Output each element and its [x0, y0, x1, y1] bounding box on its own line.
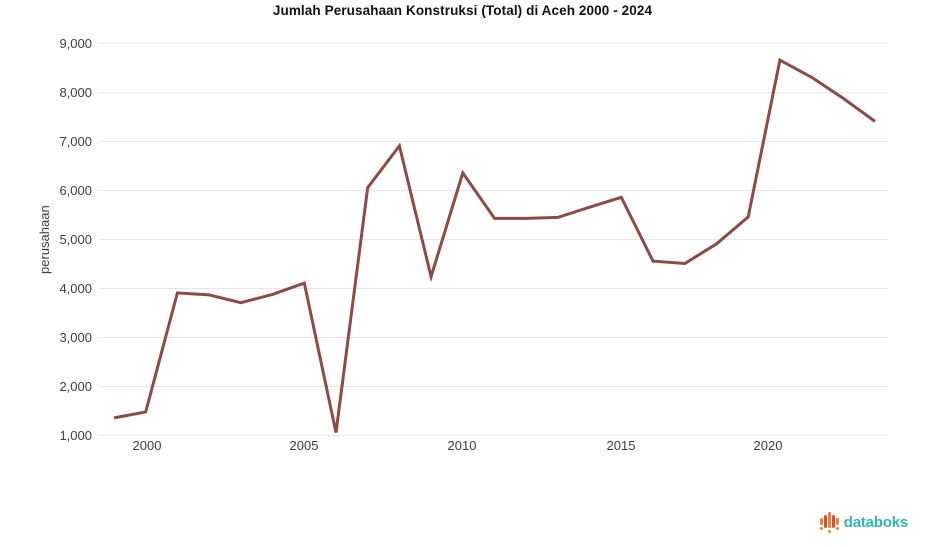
- y-tick-label-9000: 9,000: [59, 36, 92, 51]
- y-tick-label-8000: 8,000: [59, 85, 92, 100]
- brand-dot-2: [827, 530, 831, 533]
- y-tick-label-2000: 2,000: [59, 379, 92, 394]
- brand-bar-0: [819, 518, 823, 525]
- brand-bar-2: [827, 512, 831, 528]
- chart-title: Jumlah Perusahaan Konstruksi (Total) di …: [272, 3, 653, 18]
- brand-bar-3: [831, 515, 835, 528]
- y-tick-label-5000: 5,000: [59, 232, 92, 247]
- brand-dot-4: [835, 527, 839, 530]
- x-tick-label-2020: 2020: [754, 438, 783, 453]
- x-tick-label-2000: 2000: [133, 438, 162, 453]
- y-tick-label-1000: 1,000: [59, 428, 92, 443]
- x-tick-label-2015: 2015: [607, 438, 636, 453]
- y-tick-label-7000: 7,000: [59, 134, 92, 149]
- y-axis-title-text: perusahaan: [37, 205, 52, 274]
- x-tick-label-2005: 2005: [290, 438, 319, 453]
- brand-dot-0: [819, 527, 823, 530]
- y-tick-label-4000: 4,000: [59, 281, 92, 296]
- databoks-logo-text: databoks: [843, 513, 908, 531]
- series-line: [113, 57, 876, 433]
- databoks-bars-icon: [819, 511, 840, 533]
- databoks-logo: databoks: [819, 511, 908, 533]
- y-tick-label-6000: 6,000: [59, 183, 92, 198]
- y-tick-label-3000: 3,000: [59, 330, 92, 345]
- x-tick-label-2010: 2010: [448, 438, 477, 453]
- brand-bar-4: [835, 518, 839, 525]
- brand-bar-1: [823, 515, 827, 528]
